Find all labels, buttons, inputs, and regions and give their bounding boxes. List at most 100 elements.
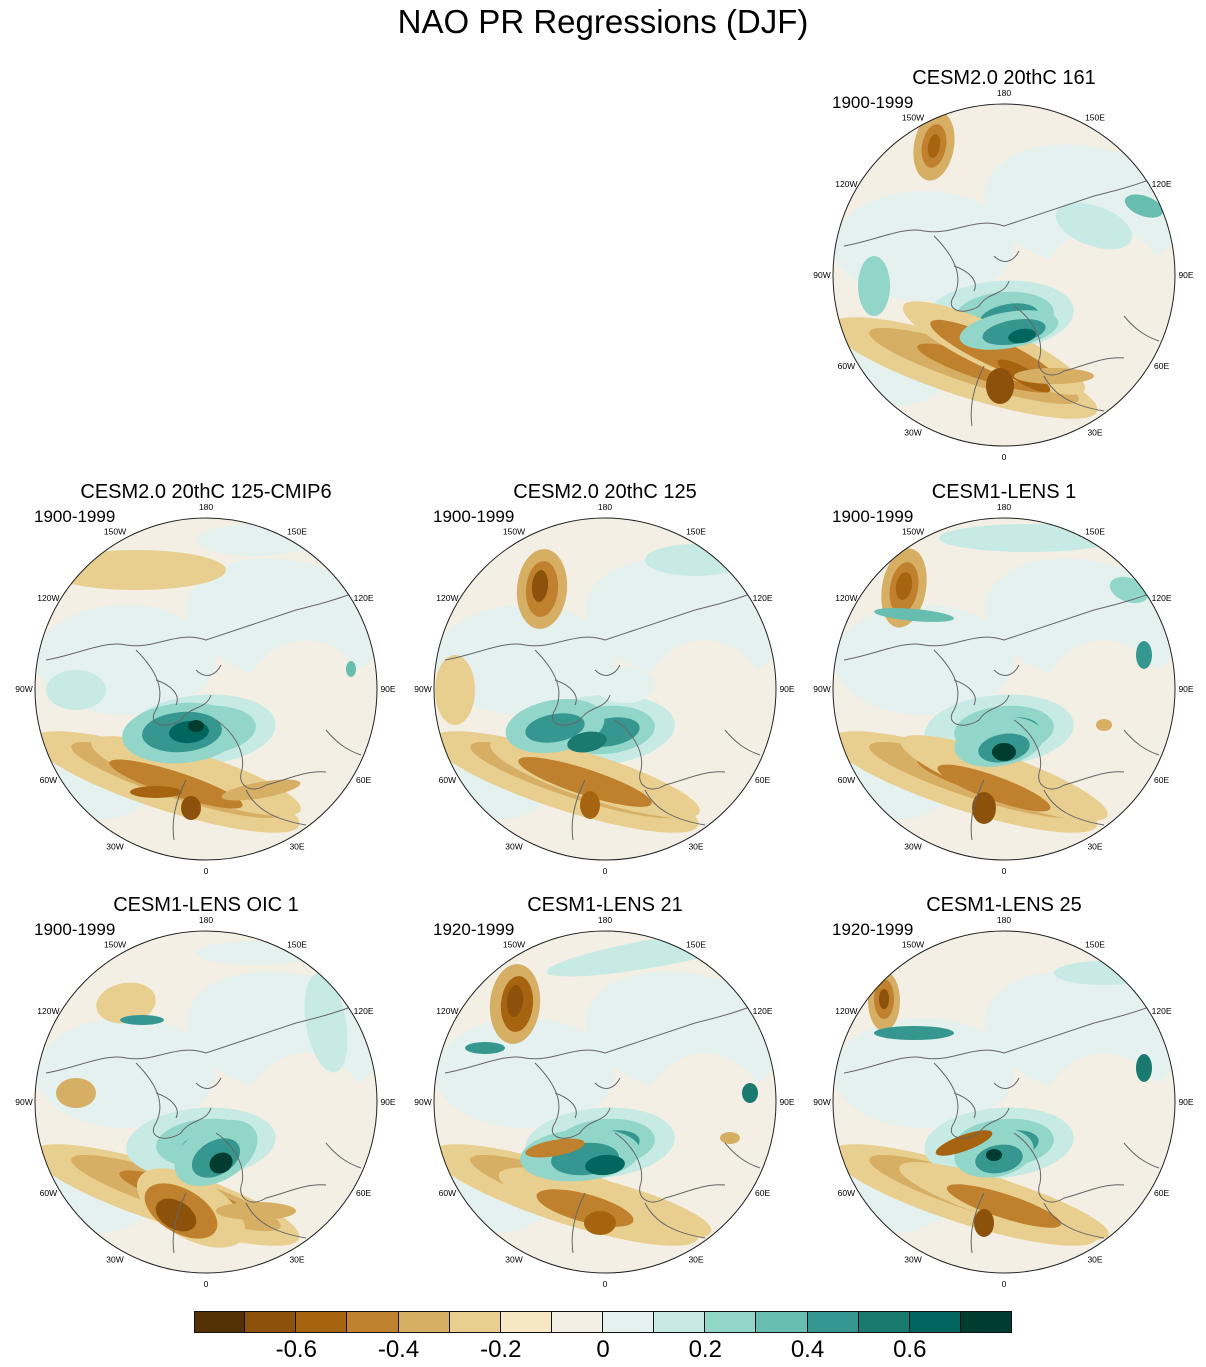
- polar-map: 180 150E 120E 90E 60E 30E 0 30W 60W 90W 120W 150W: [813, 88, 1194, 462]
- longitude-label: 90W: [414, 684, 431, 694]
- coastline: [45, 1004, 362, 1254]
- longitude-label: 150E: [1085, 526, 1105, 536]
- map-field: [434, 931, 776, 1273]
- longitude-label: 30W: [106, 1255, 123, 1265]
- panel-title: CESM2.0 20thC 125: [513, 481, 697, 503]
- longitude-label: 120W: [37, 593, 59, 603]
- weak-anomaly: [635, 640, 775, 820]
- map-field: [833, 104, 1175, 446]
- longitude-label: 120E: [1152, 1006, 1172, 1016]
- polar-map: 180 150E 120E 90E 60E 30E 0 30W 60W 90W 120W 150W: [414, 915, 795, 1289]
- colorbar-swatch: [194, 1311, 246, 1333]
- panel-period: 1920-1999: [433, 920, 515, 939]
- anomaly-patch: [109, 759, 243, 809]
- map-field: [434, 518, 776, 860]
- longitude-label: 90E: [380, 684, 395, 694]
- weak-anomaly: [1034, 1053, 1174, 1233]
- panel-period: 1900-1999: [832, 507, 914, 526]
- polar-map: 180 150E 120E 90E 60E 30E 0 30W 60W 90W 120W 150W: [15, 502, 396, 876]
- longitude-label: 30W: [106, 842, 123, 852]
- longitude-label: 150E: [686, 526, 706, 536]
- longitude-label: 60W: [838, 775, 855, 785]
- panel-title: CESM2.0 20thC 125-CMIP6: [80, 481, 332, 503]
- longitude-label: 60E: [755, 1188, 770, 1198]
- panel-title: CESM1-LENS 25: [926, 894, 1082, 916]
- colorbar-swatch: [245, 1311, 297, 1333]
- longitude-label: 30E: [289, 1255, 304, 1265]
- coastline: [843, 177, 1160, 427]
- anomaly-patch: [992, 743, 1016, 761]
- anomaly-patch: [879, 989, 889, 1009]
- polar-map: 180 150E 120E 90E 60E 30E 0 30W 60W 90W 120W 150W: [813, 502, 1194, 876]
- map-boundary: [832, 930, 1176, 1274]
- colorbar-label: -0.2: [480, 1336, 522, 1363]
- longitude-label: 180: [199, 502, 213, 512]
- longitude-label: 180: [199, 915, 213, 925]
- anomaly-patch: [506, 985, 524, 1017]
- anomaly-patch: [584, 1211, 616, 1235]
- colorbar-label: -0.4: [377, 1336, 420, 1363]
- weak-anomaly: [1034, 226, 1174, 406]
- weak-anomaly: [635, 1053, 775, 1233]
- anomaly-patch: [46, 670, 106, 710]
- longitude-label: 150E: [287, 939, 307, 949]
- colorbar-label: -0.6: [275, 1336, 317, 1363]
- longitude-label: 150E: [1085, 112, 1105, 122]
- map-panel-6: CESM1-LENS 21 1920-1999 180 150E 120E 90E 60…: [405, 893, 805, 1313]
- colorbar-swatch: [909, 1311, 961, 1333]
- panel-period: 1900-1999: [34, 507, 116, 526]
- map-panel-7: CESM1-LENS 25 1920-1999 180 150E 120E 90E 60…: [804, 893, 1204, 1313]
- anomaly-patch: [900, 735, 1108, 821]
- anomaly-patch: [130, 786, 182, 798]
- longitude-label: 120W: [436, 593, 458, 603]
- longitude-label: 60E: [755, 775, 770, 785]
- longitude-label: 0: [204, 1279, 209, 1289]
- anomaly-patch: [1055, 202, 1133, 250]
- longitude-label: 90W: [813, 270, 830, 280]
- longitude-label: 60W: [838, 361, 855, 371]
- longitude-label: 90E: [779, 1097, 794, 1107]
- colorbar-swatch: [756, 1311, 808, 1333]
- anomaly-patch: [46, 550, 226, 590]
- panel-period: 1900-1999: [832, 93, 914, 112]
- longitude-label: 0: [1002, 866, 1007, 876]
- longitude-label: 120E: [1152, 593, 1172, 603]
- longitude-label: 30W: [904, 842, 921, 852]
- longitude-label: 60W: [40, 775, 57, 785]
- anomaly-patch: [221, 779, 301, 801]
- longitude-label: 150W: [902, 939, 924, 949]
- anomaly-patch: [56, 1078, 96, 1108]
- colorbar-swatch: [347, 1311, 399, 1333]
- panel-title: CESM1-LENS OIC 1: [113, 894, 299, 916]
- colorbar-swatch: [654, 1311, 706, 1333]
- coastline: [444, 591, 761, 841]
- longitude-label: 150E: [287, 526, 307, 536]
- map-panel-1: CESM2.0 20thC 161 1900-1999 180 150E 120E 9…: [804, 66, 1204, 486]
- longitude-label: 120E: [1152, 179, 1172, 189]
- longitude-label: 0: [1002, 452, 1007, 462]
- longitude-label: 90E: [1178, 270, 1193, 280]
- longitude-label: 150E: [1085, 939, 1105, 949]
- anomaly-patch: [645, 544, 745, 576]
- longitude-label: 180: [997, 88, 1011, 98]
- anomaly-patch: [155, 1198, 197, 1232]
- anomaly-patch: [120, 1015, 164, 1025]
- polar-map: 180 150E 120E 90E 60E 30E 0 30W 60W 90W 120W 150W: [813, 915, 1194, 1289]
- anomaly-patch: [858, 256, 890, 316]
- anomaly-patch: [974, 1209, 994, 1237]
- longitude-label: 60W: [40, 1188, 57, 1198]
- map-boundary: [832, 103, 1176, 447]
- anomaly-patch: [531, 570, 549, 602]
- longitude-label: 120E: [354, 1006, 374, 1016]
- longitude-label: 150W: [503, 526, 525, 536]
- longitude-label: 90E: [779, 684, 794, 694]
- anomaly-patch: [874, 608, 954, 622]
- longitude-label: 30E: [1087, 428, 1102, 438]
- colorbar-swatch: [398, 1311, 450, 1333]
- longitude-label: 30W: [505, 842, 522, 852]
- longitude-label: 90W: [15, 1097, 32, 1107]
- longitude-label: 30E: [688, 842, 703, 852]
- longitude-label: 150W: [104, 526, 126, 536]
- coastline: [45, 591, 362, 841]
- anomaly-patch: [304, 973, 348, 1073]
